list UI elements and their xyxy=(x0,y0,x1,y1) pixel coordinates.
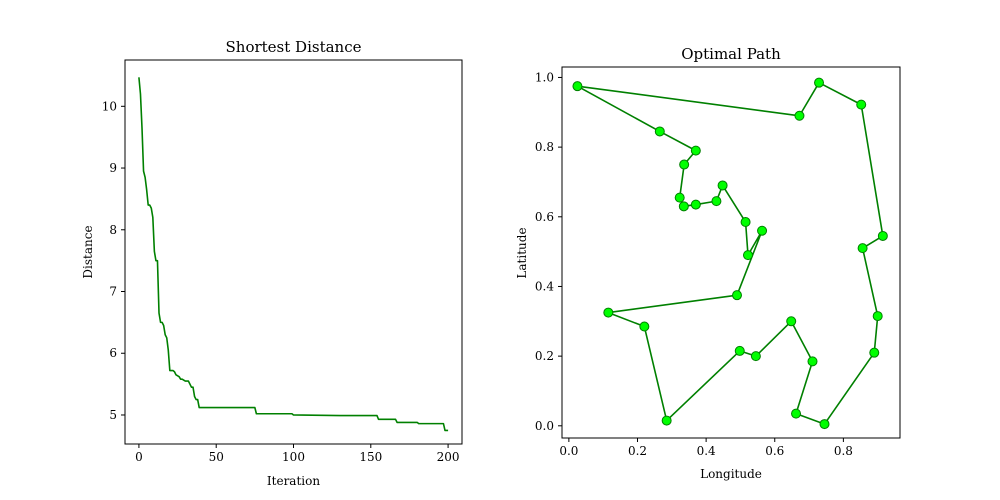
distance-plot-area: 0 50 100 150 200 5 6 7 8 9 10 xyxy=(102,77,460,464)
path-y-tick-label: 0.2 xyxy=(535,349,554,363)
path-x-tick-label: 0.8 xyxy=(834,444,853,458)
path-y-tick-label: 0.6 xyxy=(535,210,554,224)
path-city-point xyxy=(750,351,761,362)
path-city-point xyxy=(711,196,722,207)
path-chart-frame xyxy=(561,66,901,439)
distance-y-tick-label: 6 xyxy=(109,346,117,360)
path-city-point xyxy=(857,243,868,254)
path-x-tick-label: 0.6 xyxy=(765,444,784,458)
path-city-point xyxy=(877,230,888,241)
path-city-point xyxy=(674,192,685,203)
distance-x-tick-label: 50 xyxy=(209,450,224,464)
path-x-tick-label: 0.2 xyxy=(628,444,647,458)
path-city-point xyxy=(786,316,797,327)
path-city-point xyxy=(732,290,743,301)
path-y-tick-label: 0.8 xyxy=(535,140,554,154)
path-y-tick-label: 0.0 xyxy=(535,419,554,433)
distance-y-tick-label: 5 xyxy=(109,408,117,422)
path-city-point xyxy=(819,419,830,430)
path-chart-xlabel: Longitude xyxy=(700,467,762,481)
path-city-point xyxy=(814,77,825,88)
distance-y-tick-label: 9 xyxy=(109,161,117,175)
distance-chart-ylabel: Distance xyxy=(81,225,95,278)
path-city-point xyxy=(740,217,751,228)
path-city-point xyxy=(856,99,867,110)
path-city-point xyxy=(757,225,768,236)
path-y-tick-label: 0.4 xyxy=(535,279,554,293)
path-city-point xyxy=(807,356,818,367)
distance-x-tick-label: 200 xyxy=(437,450,460,464)
path-plot-area: 0.0 0.2 0.4 0.6 0.8 0.0 0.2 0.4 0.6 0.8 1.0 xyxy=(535,70,888,458)
distance-x-tick-label: 0 xyxy=(135,450,143,464)
path-city-point xyxy=(791,408,802,419)
path-x-tick-label: 0.0 xyxy=(559,444,578,458)
path-x-tick-label: 0.4 xyxy=(697,444,716,458)
distance-series-line xyxy=(138,77,449,432)
path-city-point xyxy=(678,201,689,212)
path-chart: Optimal Path 0.0 0.2 0.4 0.6 0.8 0.0 0.2 0.4 0.6… xyxy=(515,45,901,481)
path-city-point xyxy=(794,110,805,121)
distance-chart-xlabel: Iteration xyxy=(267,474,320,488)
distance-x-tick-label: 150 xyxy=(359,450,382,464)
path-city-point xyxy=(679,159,690,170)
path-city-point xyxy=(869,347,880,358)
path-city-point xyxy=(654,126,665,137)
distance-chart: Shortest Distance 0 50 100 150 200 5 6 7 8 9 10 It… xyxy=(81,38,463,488)
path-city-point xyxy=(717,180,728,191)
path-city-point xyxy=(603,307,614,318)
distance-chart-frame xyxy=(124,59,463,445)
distance-x-tick-label: 100 xyxy=(282,450,305,464)
path-city-point xyxy=(661,415,672,426)
path-chart-ylabel: Latitude xyxy=(515,227,529,278)
distance-y-tick-label: 10 xyxy=(102,99,117,113)
path-city-point xyxy=(742,250,753,261)
distance-chart-title: Shortest Distance xyxy=(226,38,362,56)
path-city-point xyxy=(690,199,701,210)
path-city-point xyxy=(872,311,883,322)
path-city-point xyxy=(690,145,701,156)
path-city-point xyxy=(572,81,583,92)
path-city-point xyxy=(639,321,650,332)
path-chart-title: Optimal Path xyxy=(681,45,781,63)
path-city-point xyxy=(734,345,745,356)
distance-y-tick-label: 7 xyxy=(109,285,117,299)
distance-y-tick-label: 8 xyxy=(109,223,117,237)
path-y-tick-label: 1.0 xyxy=(535,70,554,84)
